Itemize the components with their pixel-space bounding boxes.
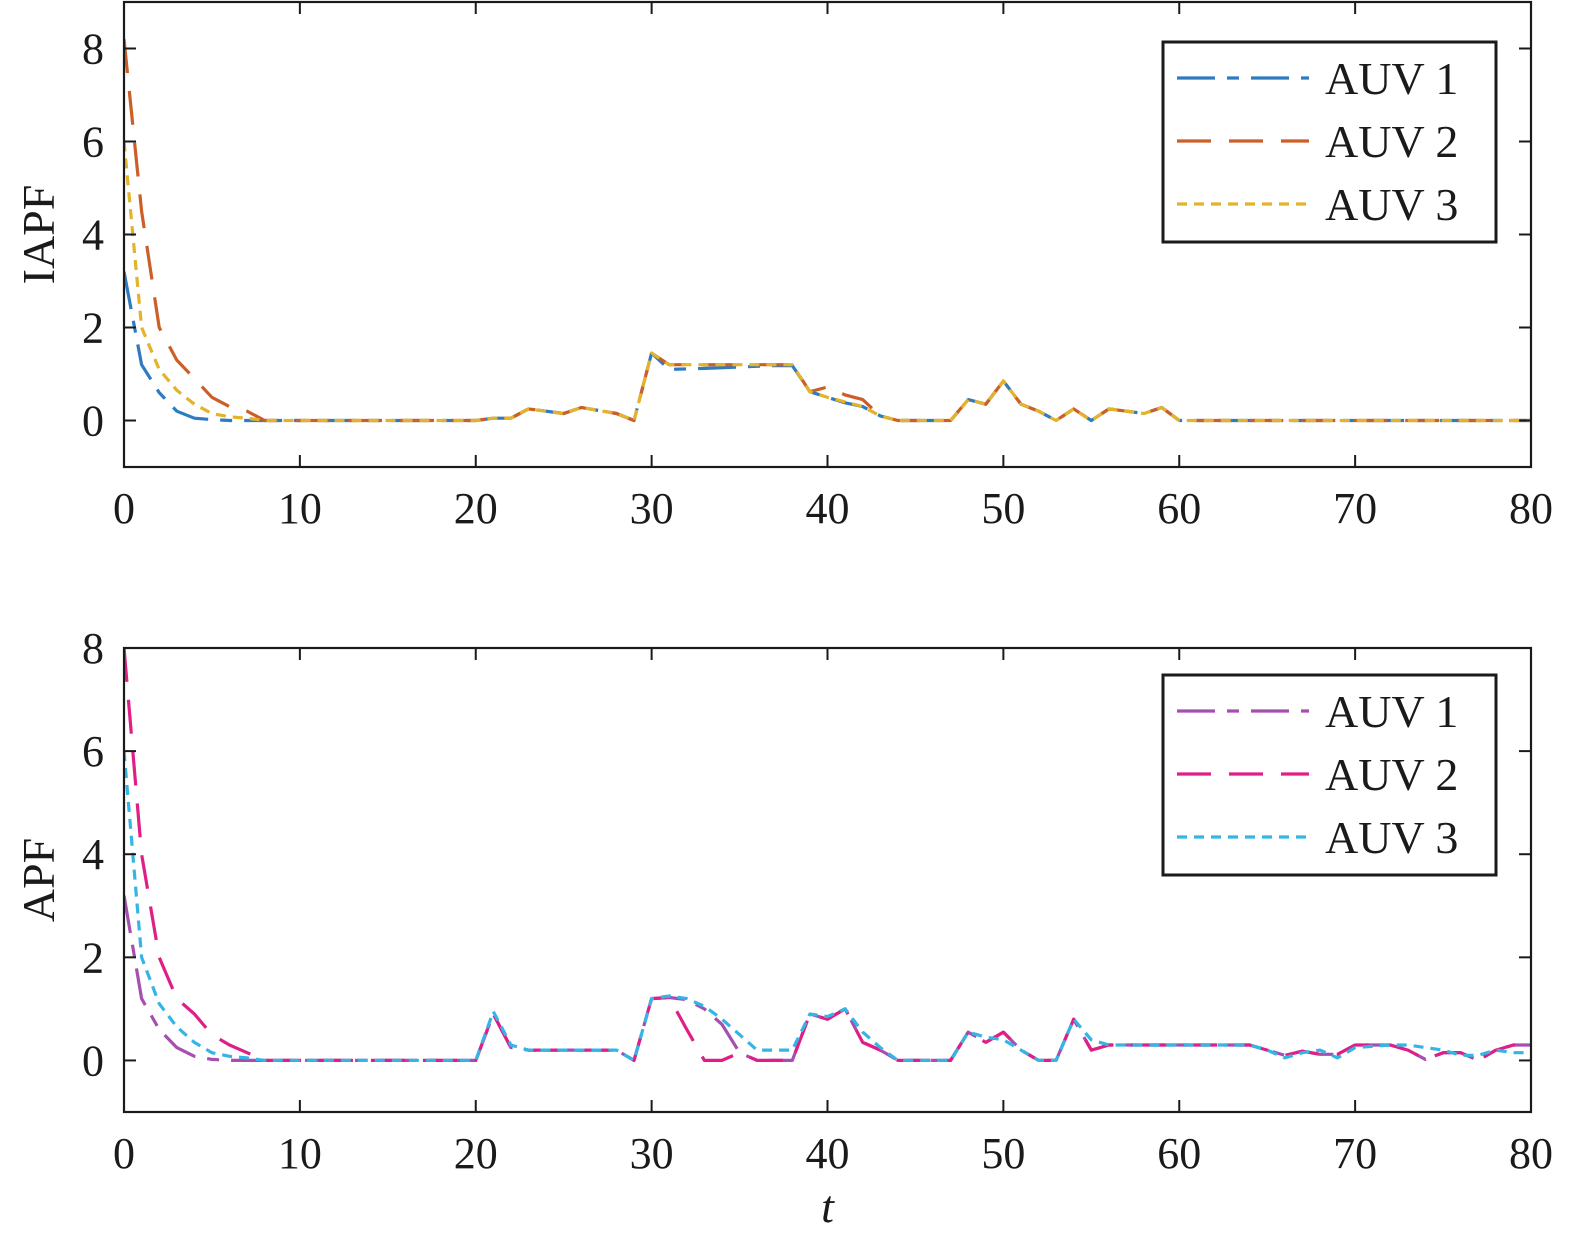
y-tick-label: 4 (82, 211, 104, 260)
y-tick-label: 6 (82, 118, 104, 167)
legend: AUV 1 AUV 2 AUV 3 (1161, 673, 1498, 877)
x-tick-label: 20 (454, 1129, 498, 1178)
y-tick-label: 8 (82, 25, 104, 74)
legend-label-auv-2: AUV 2 (1325, 116, 1458, 167)
y-tick-label: 4 (82, 830, 104, 879)
x-tick-label: 10 (278, 484, 322, 533)
y-tick-label: 8 (82, 624, 104, 673)
legend-label-auv-3: AUV 3 (1325, 812, 1458, 863)
legend-label-auv-2: AUV 2 (1325, 749, 1458, 800)
x-tick-label: 50 (981, 484, 1025, 533)
series-line-auv-2 (124, 648, 1531, 1062)
x-tick-label: 50 (981, 1129, 1025, 1178)
x-tick-label: 70 (1333, 1129, 1377, 1178)
legend-label-auv-1: AUV 1 (1325, 53, 1458, 104)
x-axis-label: t (821, 1181, 835, 1232)
y-tick-label: 6 (82, 727, 104, 776)
legend-box (1161, 40, 1498, 244)
x-tick-label: 60 (1157, 1129, 1201, 1178)
series-lines (124, 39, 1531, 423)
series-line-auv-3 (124, 141, 1531, 423)
x-tick-label: 0 (113, 1129, 135, 1178)
x-tick-label: 60 (1157, 484, 1201, 533)
x-tick-label: 40 (806, 484, 850, 533)
x-tick-label: 0 (113, 484, 135, 533)
y-tick-label: 0 (82, 397, 104, 446)
legend-box (1161, 673, 1498, 877)
y-axis-label: APF (13, 838, 64, 922)
legend-label-auv-3: AUV 3 (1325, 179, 1458, 230)
x-tick-label: 30 (630, 1129, 674, 1178)
y-tick-label: 0 (82, 1036, 104, 1085)
x-tick-label: 20 (454, 484, 498, 533)
x-tick-label: 70 (1333, 484, 1377, 533)
series-line-auv-1 (124, 895, 1531, 1062)
x-tick-label: 80 (1509, 1129, 1553, 1178)
series-lines (124, 648, 1531, 1062)
x-tick-label: 80 (1509, 484, 1553, 533)
x-tick-label: 10 (278, 1129, 322, 1178)
x-tick-label: 40 (806, 1129, 850, 1178)
legend: AUV 1 AUV 2 AUV 3 (1161, 40, 1498, 244)
x-tick-label: 30 (630, 484, 674, 533)
legend-label-auv-1: AUV 1 (1325, 686, 1458, 737)
y-tick-label: 2 (82, 304, 104, 353)
y-axis-label: IAPF (13, 185, 64, 285)
y-tick-label: 2 (82, 933, 104, 982)
series-line-auv-3 (124, 750, 1531, 1062)
